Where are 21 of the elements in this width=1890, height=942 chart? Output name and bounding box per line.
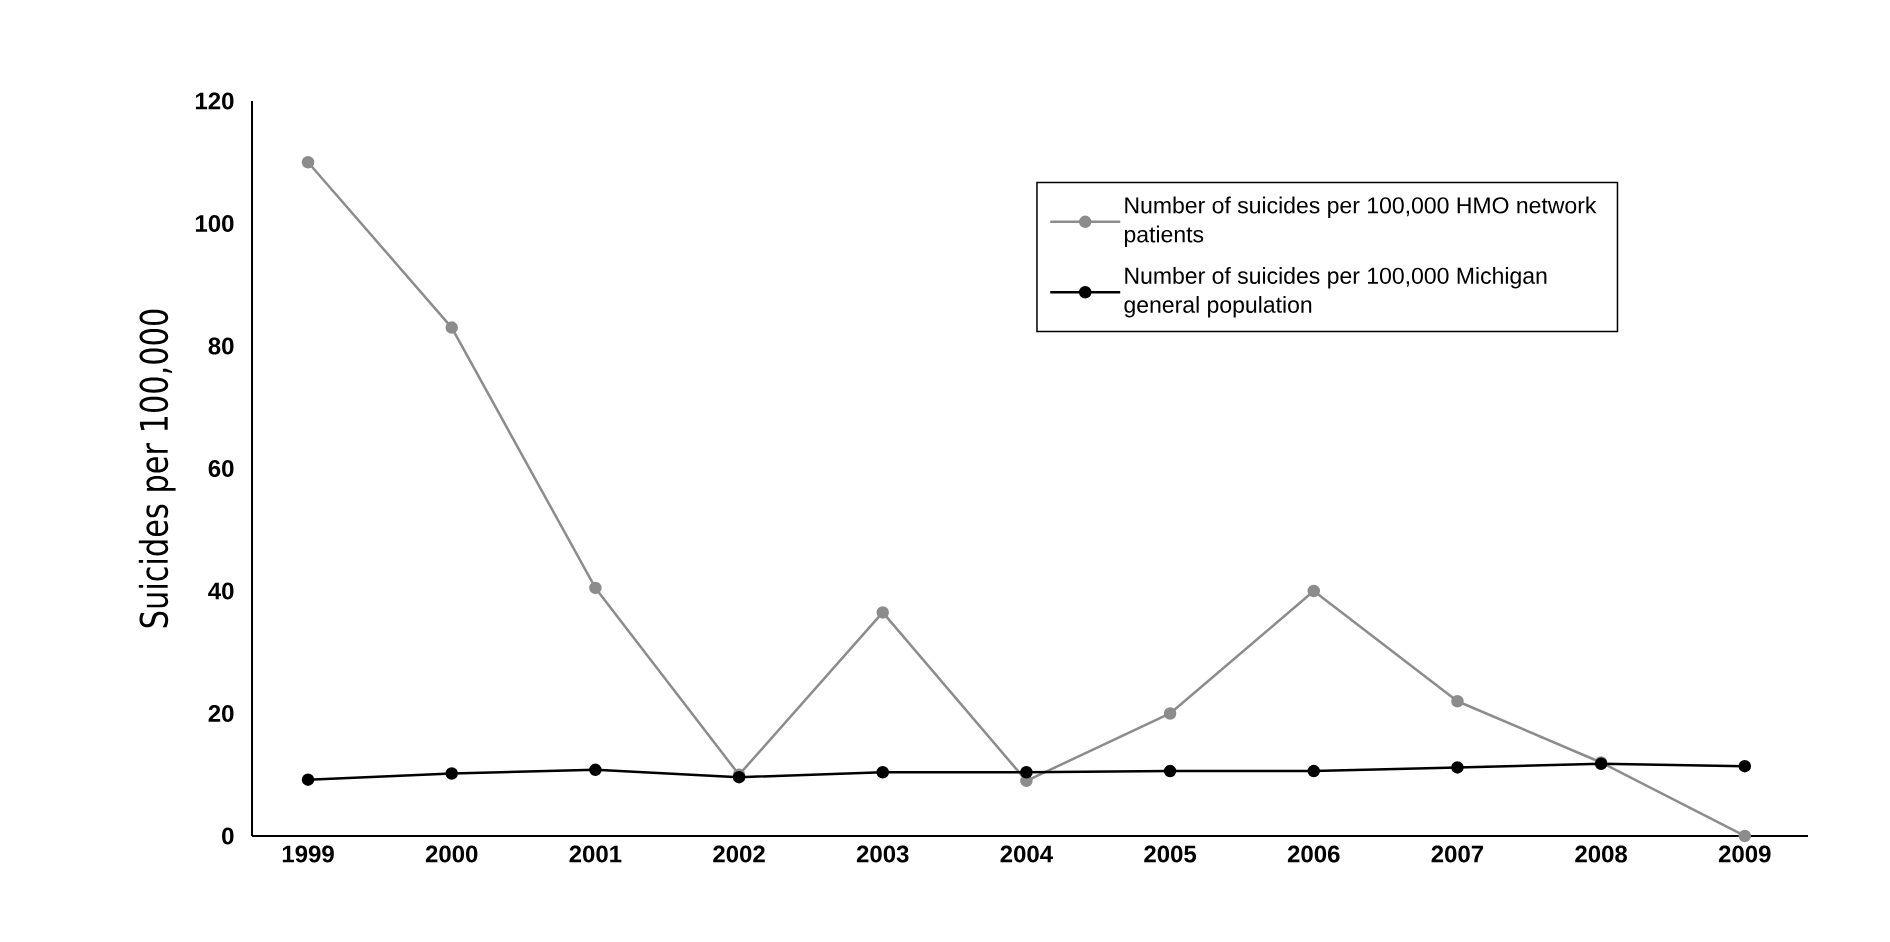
x-tick-label: 2007 [1431,845,1484,863]
legend-label: Number of suicides per 100,000 Michigan general population [1124,267,1547,318]
x-tick-label: 2003 [856,845,909,863]
x-tick-label: 2004 [1000,845,1053,863]
x-tick-label: 2009 [1718,845,1771,863]
x-tick-label: 2002 [713,845,765,863]
y-tick-label: 40 [208,582,234,600]
y-axis-title: Suicides per 100,000 [138,309,176,628]
y-tick-label: 100 [195,215,234,232]
y-tick-label: 20 [208,705,234,722]
y-tick-label: 60 [208,460,234,477]
y-tick-label: 0 [222,827,234,845]
x-tick-label: 2005 [1144,845,1197,863]
y-tick-label: 120 [195,92,234,110]
x-tick-label: 2000 [425,845,478,863]
x-tick-label: 2001 [569,845,622,863]
x-tick-label: 2006 [1287,845,1340,863]
x-tick-label: 1999 [282,845,334,863]
legend-label: Number of suicides per 100,000 HMO network patients [1124,196,1597,248]
y-tick-label: 80 [208,337,234,355]
x-tick-label: 2008 [1575,845,1628,863]
